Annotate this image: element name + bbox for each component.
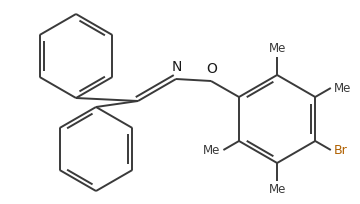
Text: Br: Br	[334, 143, 347, 156]
Text: Me: Me	[334, 82, 351, 94]
Text: Me: Me	[269, 42, 286, 55]
Text: N: N	[172, 60, 182, 74]
Text: Me: Me	[203, 143, 220, 156]
Text: Me: Me	[269, 183, 286, 196]
Text: O: O	[207, 62, 217, 76]
